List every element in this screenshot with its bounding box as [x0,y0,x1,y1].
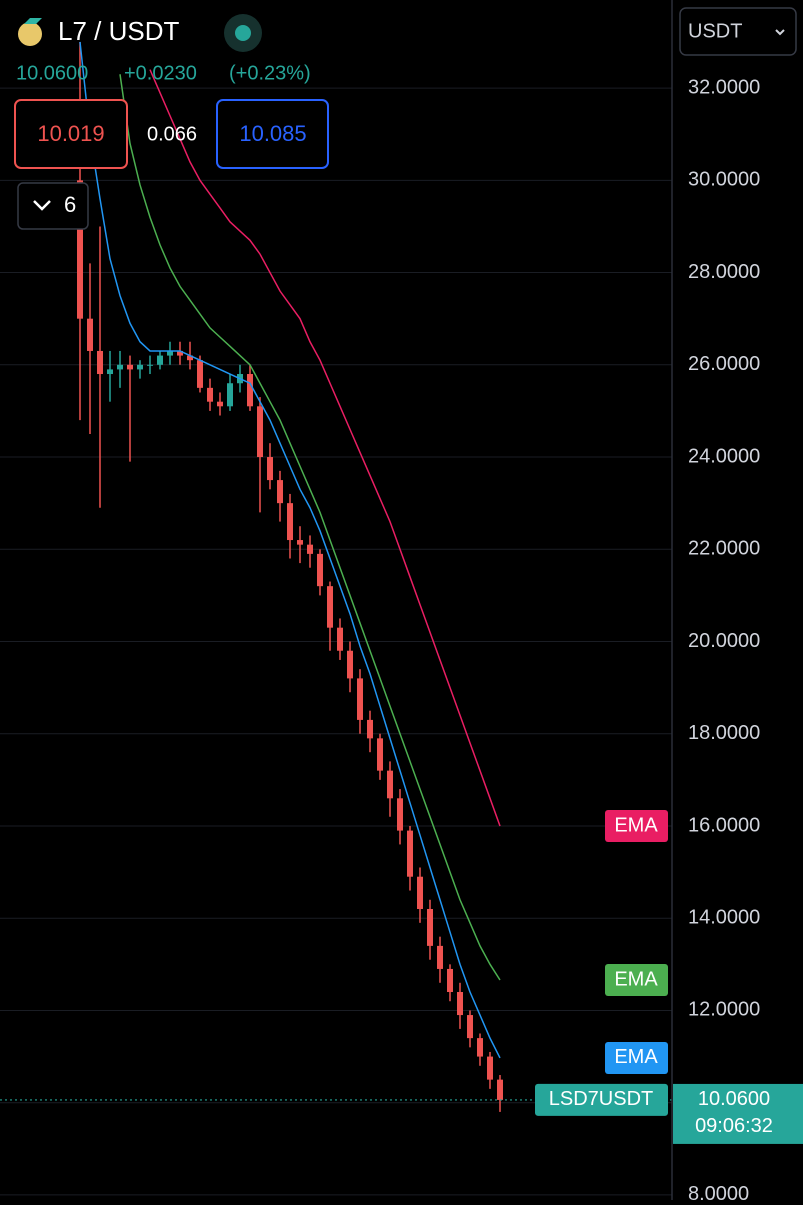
plot-area [0,41,672,1112]
candle-body [247,374,253,407]
candle-body [427,908,433,946]
candle-body [407,830,413,877]
candle-body [77,180,83,319]
candle-body [217,401,223,407]
candle-body [197,360,203,388]
y-tick-label: 18.0000 [688,722,760,744]
y-tick-label: 26.0000 [688,353,760,375]
candle-body [327,586,333,628]
y-tick-label: 20.0000 [688,630,760,652]
indicator-toggle[interactable] [17,182,89,230]
price-tag [673,1083,803,1144]
candle-body [417,876,423,909]
tags-layer: EMA EMA EMA LSD7USDT 10.0600 09:06:32 [535,809,803,1144]
indicator-count: 6 [64,192,76,217]
grid-layer [0,87,672,1196]
candle-body [267,457,273,481]
candle-body [497,1079,503,1100]
countdown: 09:06:32 [695,1115,773,1137]
candle-body [387,770,393,799]
spread: 0.066 [147,123,197,145]
candle-body [107,369,113,375]
candle-body [257,406,263,458]
symbol-tag-label: LSD7USDT [549,1088,653,1110]
ema-line [119,74,501,981]
candle-body [277,480,283,504]
price-axis: 32.0000 30.0000 28.0000 26.0000 24.0000 22.00… [688,76,760,1205]
sell-button[interactable] [14,99,128,169]
candle-body [337,627,343,651]
y-tick-label: 28.0000 [688,261,760,283]
candle-body [437,945,443,969]
candle-body [117,364,123,370]
candle-body [97,350,103,375]
y-tick-label: 8.0000 [688,1183,749,1200]
ema-tag-label: EMA [614,1046,658,1068]
select-caret [775,29,785,36]
candle-body [227,383,233,407]
ema-tag-label: EMA [614,814,658,836]
ema-tag [605,1041,668,1074]
ema-tag-label: EMA [614,968,658,990]
y-tick-label: 24.0000 [688,445,760,467]
ema-line [149,69,501,827]
y-tick-label: 22.0000 [688,538,760,560]
currency: USDT [688,20,742,42]
ema-tag [605,964,668,997]
logo-accent [24,18,42,24]
candle-body [207,387,213,402]
header-price: 10.0600 [16,62,88,84]
candle-body [127,364,133,370]
y-tick-label: 14.0000 [688,906,760,928]
candle-body [177,350,183,356]
candle-body [467,1015,473,1039]
candle-body [477,1038,483,1057]
candle-body [367,719,373,739]
candle-body [147,364,153,366]
price-tag-label: 10.0600 [698,1088,770,1110]
candle-body [317,553,323,587]
candle-body [347,650,353,679]
candle-body [457,992,463,1016]
candle-body [87,318,93,351]
ema-line [79,41,501,1059]
candle-body [487,1056,493,1080]
ask-price: 10.085 [239,121,306,146]
symbol: L7 / USDT [58,16,179,46]
y-tick-label: 32.0000 [688,76,760,98]
buy-button[interactable] [216,99,329,169]
candle-body [377,738,383,771]
candle-body [297,540,303,545]
status-dot [235,25,251,41]
symbol-tag [535,1083,668,1116]
candle-body [357,678,363,720]
ema-tag [605,809,668,842]
candle-body [187,355,193,361]
candle-body [447,968,453,993]
bid-price: 10.019 [37,121,104,146]
candle-body [167,350,173,356]
candle-body [287,503,293,541]
y-tick-label: 16.0000 [688,814,760,836]
candle-body [397,798,403,831]
candle-body [137,364,143,370]
y-tick-label: 30.0000 [688,169,760,191]
header-change-pct: (+0.23%) [229,62,311,84]
y-tick-label: 12.0000 [688,999,760,1021]
currency-select[interactable] [679,7,797,56]
chevron-icon [33,200,51,211]
candle-body [307,544,313,554]
candle-body [157,355,163,365]
token-logo [18,22,42,46]
header-change: +0.0230 [124,62,197,84]
